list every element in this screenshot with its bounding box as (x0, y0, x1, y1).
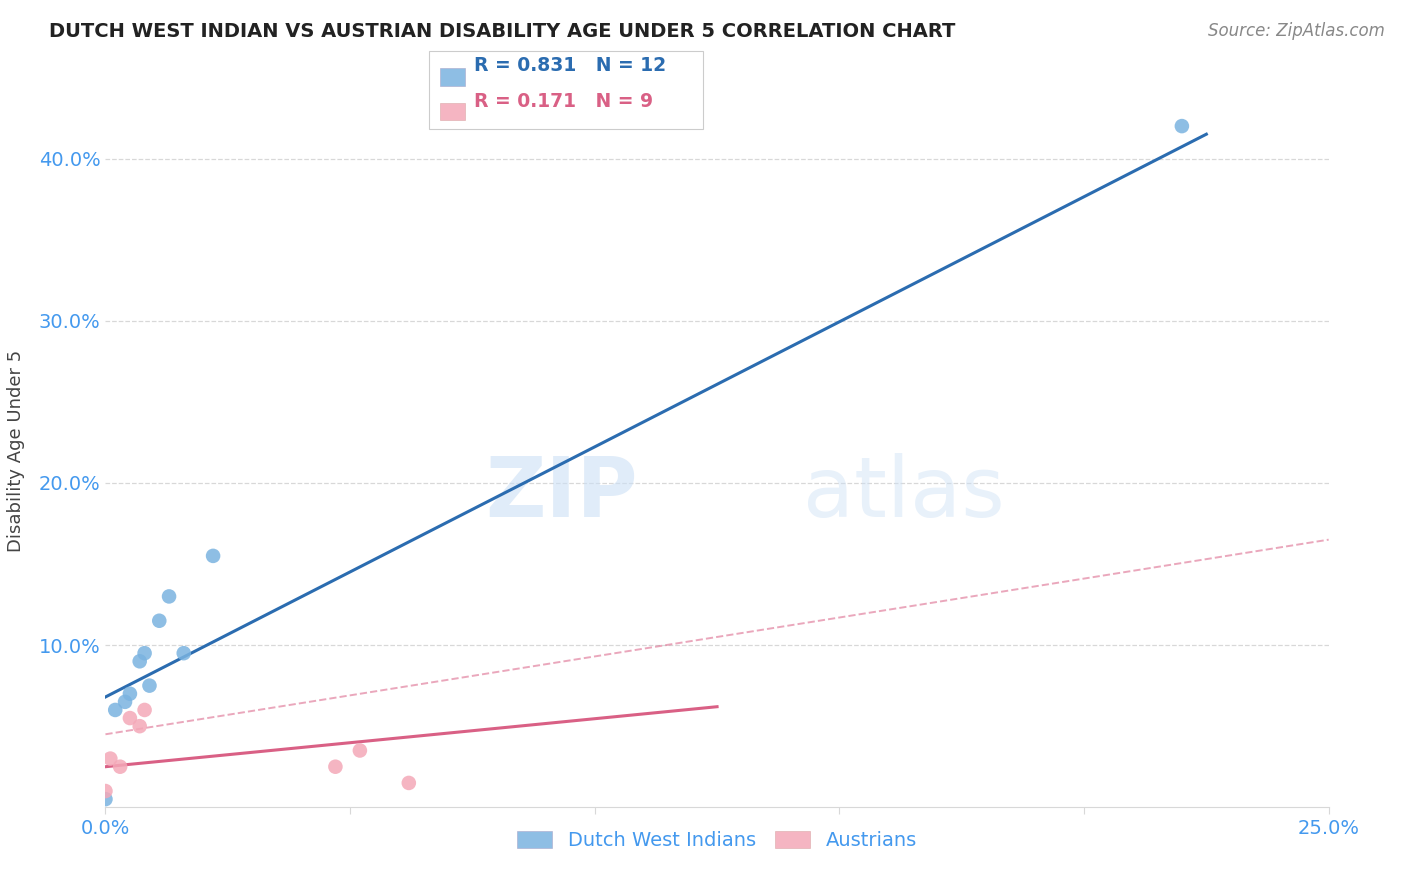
Point (134, 646, 156, 660)
Point (128, 654, 150, 668)
Text: DUTCH WEST INDIAN VS AUSTRIAN DISABILITY AGE UNDER 5 CORRELATION CHART: DUTCH WEST INDIAN VS AUSTRIAN DISABILITY… (49, 22, 956, 41)
Point (98, 751, 121, 765)
Point (108, 760, 131, 774)
Legend: Dutch West Indians, Austrians: Dutch West Indians, Austrians (509, 823, 925, 858)
Point (114, 695, 136, 709)
Point (325, 760, 347, 774)
Point (157, 590, 180, 604)
Point (134, 703, 156, 717)
Text: ZIP: ZIP (485, 453, 637, 533)
Point (104, 703, 127, 717)
Y-axis label: Disability Age Under 5: Disability Age Under 5 (7, 350, 25, 551)
Text: atlas: atlas (803, 453, 1004, 533)
Point (94, 784, 117, 798)
Point (138, 679, 160, 693)
Point (398, 776, 420, 790)
Point (349, 743, 371, 757)
Text: R = 0.831   N = 12: R = 0.831 N = 12 (474, 56, 666, 75)
Point (118, 711, 141, 725)
Text: Source: ZipAtlas.com: Source: ZipAtlas.com (1208, 22, 1385, 40)
Text: R = 0.171   N = 9: R = 0.171 N = 9 (474, 92, 652, 111)
Point (94, 792, 117, 806)
Point (1171, 119, 1194, 133)
Point (173, 646, 195, 660)
Point (128, 719, 150, 733)
Point (148, 614, 170, 628)
Point (202, 549, 225, 563)
Point (118, 687, 141, 701)
